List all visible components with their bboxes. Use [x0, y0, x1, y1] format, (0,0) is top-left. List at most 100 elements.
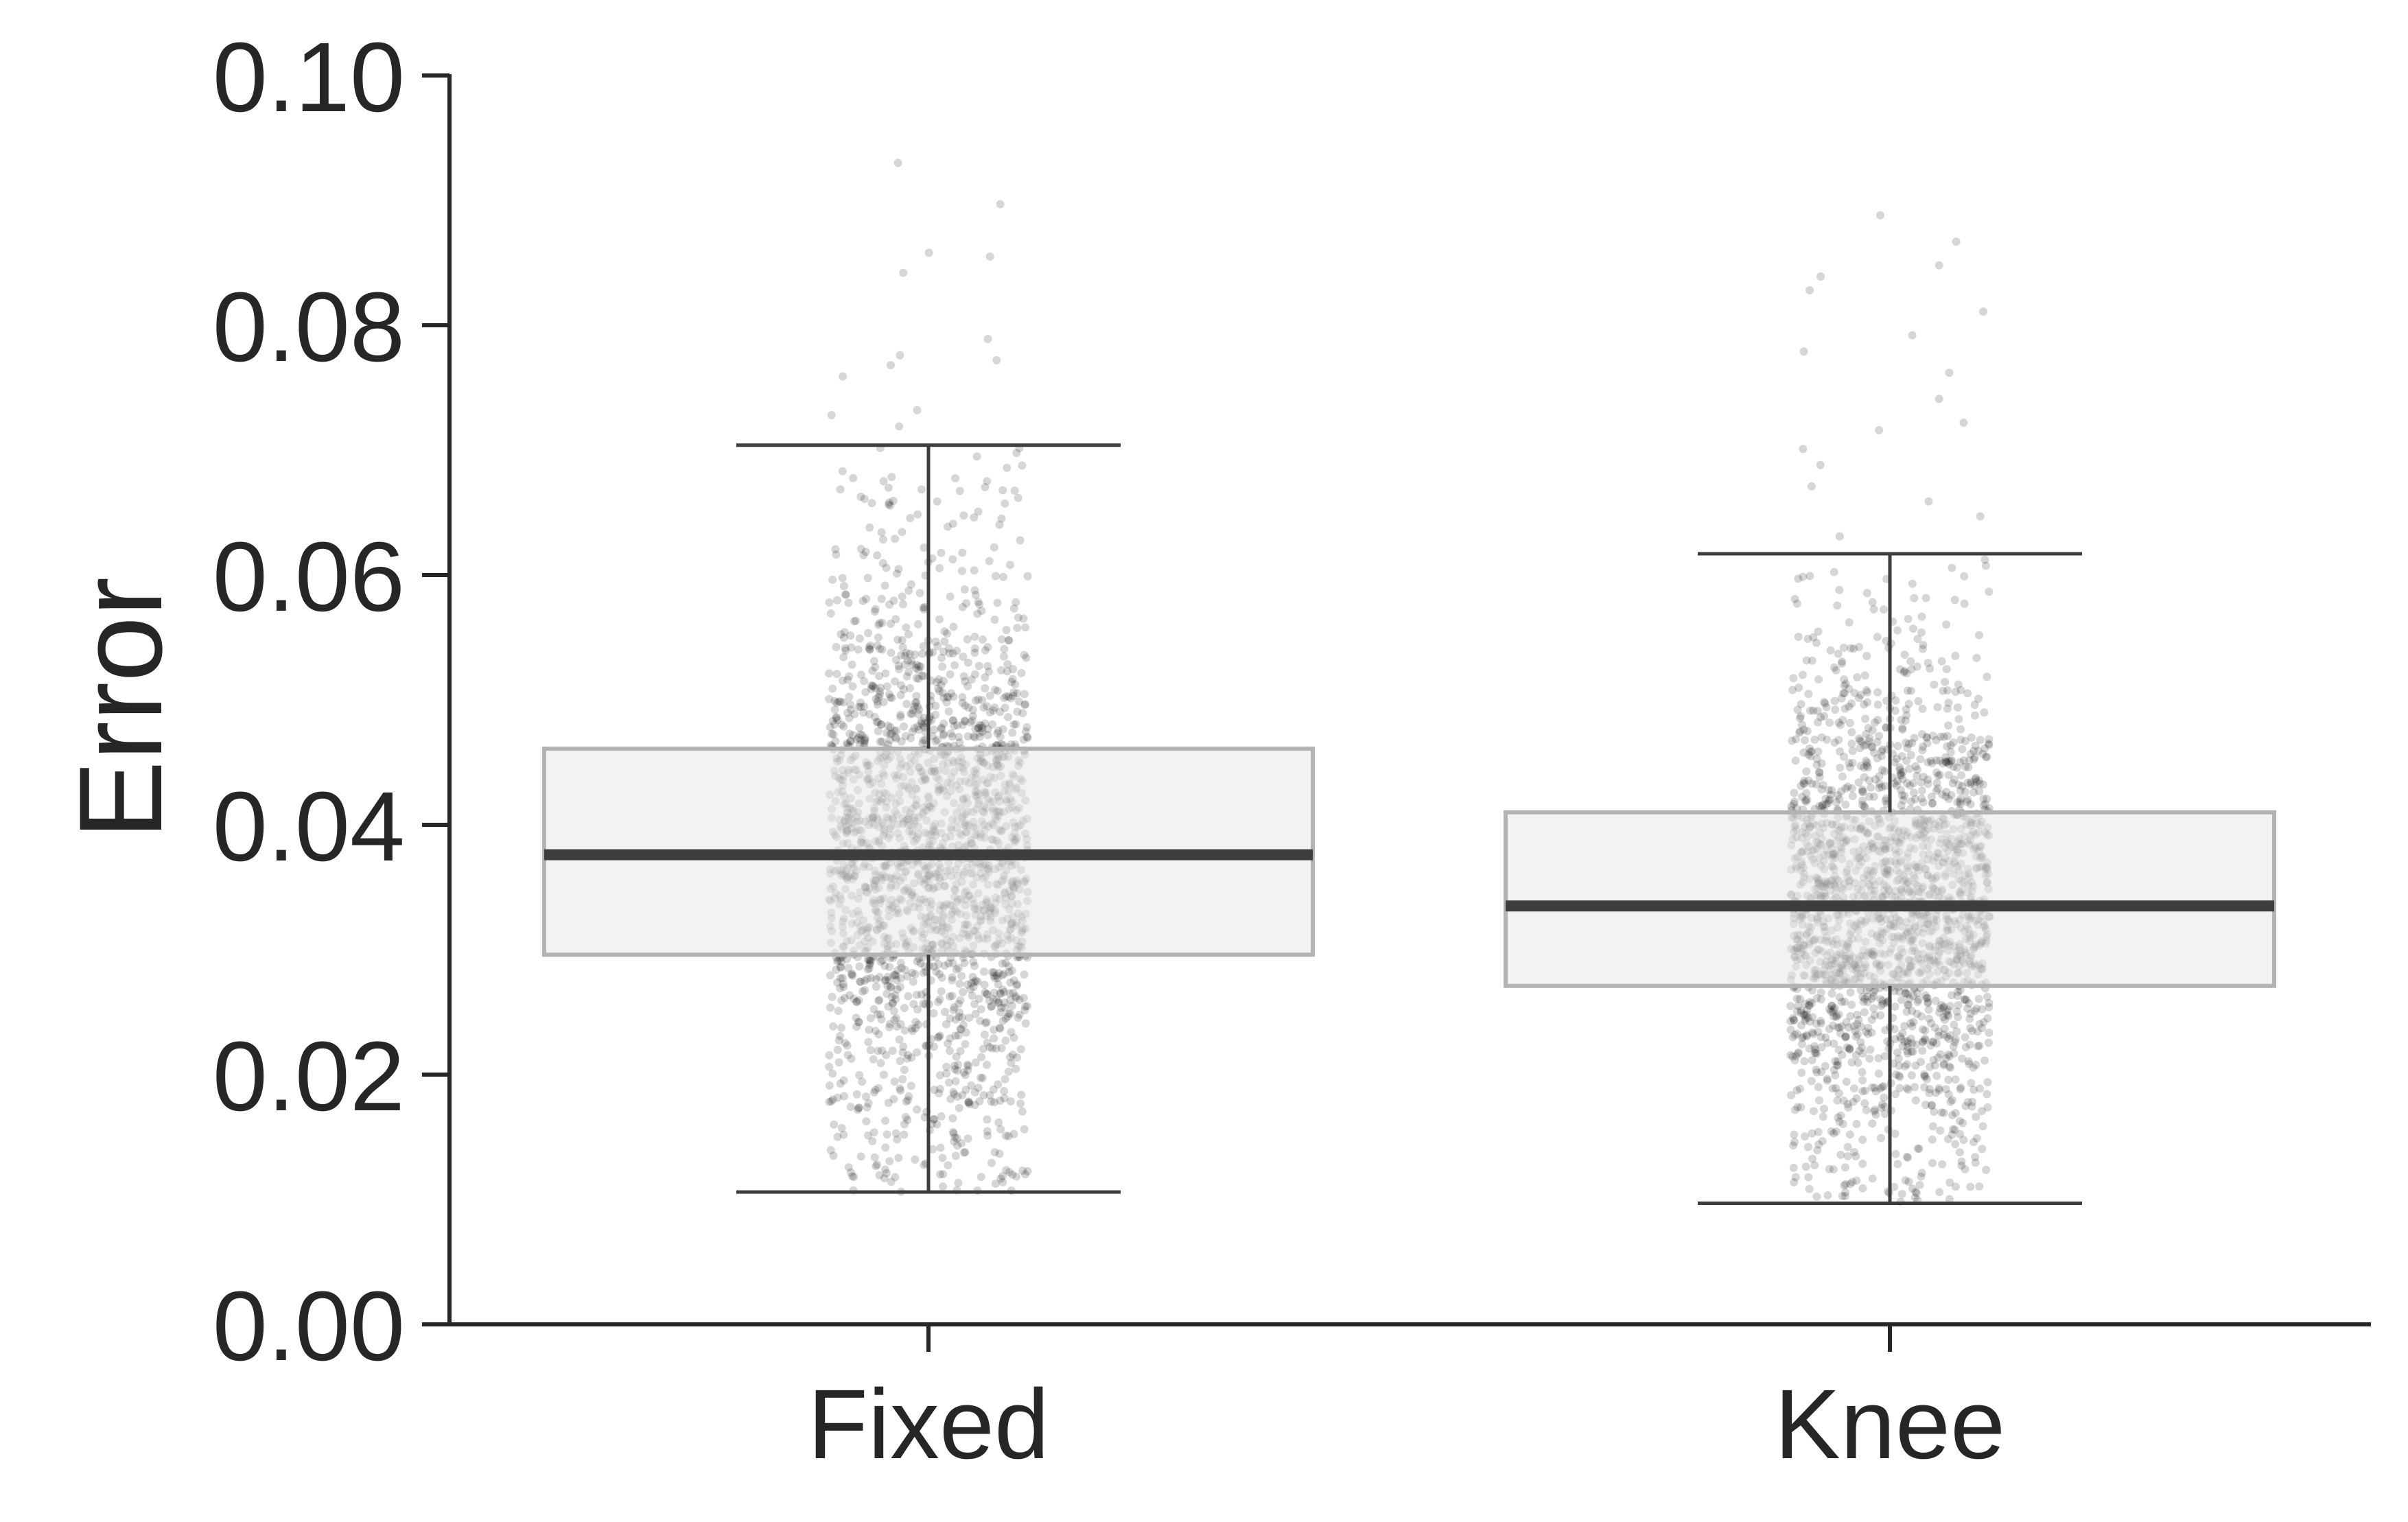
data-point: [1834, 649, 1843, 658]
data-point: [1797, 712, 1805, 721]
data-point: [829, 1022, 838, 1031]
data-point: [1806, 747, 1815, 756]
data-point: [1924, 775, 1932, 784]
data-point: [1840, 704, 1849, 713]
data-point: [1910, 734, 1919, 742]
data-point: [933, 642, 942, 651]
data-point: [1935, 756, 1944, 765]
data-point: [1927, 793, 1936, 801]
data-point: [1961, 736, 1969, 745]
data-point: [1908, 1007, 1917, 1016]
data-point: [1001, 1132, 1010, 1140]
outlier-point: [1945, 368, 1954, 377]
data-point: [1015, 996, 1024, 1004]
data-point: [1814, 1083, 1823, 1092]
data-point: [955, 979, 964, 988]
data-point: [1799, 748, 1808, 757]
data-point: [1798, 793, 1806, 801]
data-point: [1929, 1038, 1938, 1046]
data-point: [1792, 1029, 1801, 1038]
data-point: [1825, 718, 1834, 727]
data-point: [988, 1044, 997, 1053]
outlier-point: [1908, 331, 1917, 340]
data-point: [978, 1073, 987, 1082]
data-point: [863, 965, 872, 974]
data-point: [1943, 731, 1952, 740]
data-point: [1839, 644, 1848, 652]
data-point: [1841, 1032, 1850, 1041]
data-point: [919, 603, 928, 612]
data-point: [850, 617, 858, 626]
data-point: [931, 701, 940, 710]
data-point: [1966, 749, 1975, 758]
data-point: [1838, 772, 1847, 781]
data-point: [1001, 499, 1009, 508]
data-point: [955, 733, 963, 741]
data-point: [1944, 771, 1953, 780]
data-point: [1961, 995, 1969, 1004]
data-point: [908, 660, 917, 669]
data-point: [1944, 1011, 1953, 1020]
data-point: [865, 956, 874, 965]
data-point: [1805, 1017, 1814, 1026]
data-point: [1835, 585, 1844, 594]
data-point: [1937, 1108, 1946, 1117]
data-point: [1830, 1039, 1838, 1048]
data-point: [1000, 694, 1009, 702]
data-point: [887, 983, 896, 992]
data-point: [1812, 1019, 1821, 1028]
data-point: [1971, 741, 1980, 750]
data-point: [1896, 786, 1905, 795]
data-point: [971, 1009, 980, 1018]
data-point: [1811, 1049, 1820, 1057]
data-point: [1005, 962, 1013, 971]
data-point: [1966, 800, 1975, 808]
data-point: [877, 528, 886, 537]
data-point: [874, 1046, 882, 1055]
data-point: [913, 510, 922, 519]
data-point: [1847, 699, 1856, 708]
data-point: [1928, 1122, 1937, 1131]
data-point: [980, 981, 989, 990]
data-point: [1788, 1033, 1797, 1042]
data-point: [1939, 759, 1948, 768]
data-point: [1951, 1182, 1960, 1191]
data-point: [1004, 1009, 1013, 1018]
data-point: [1951, 651, 1960, 660]
data-point: [1914, 996, 1923, 1004]
data-point: [939, 1182, 947, 1191]
data-point: [979, 1044, 987, 1053]
data-point: [1007, 1028, 1016, 1037]
data-point: [1916, 755, 1925, 764]
data-point: [917, 717, 926, 726]
data-point: [841, 646, 850, 655]
data-point: [885, 963, 894, 972]
data-point: [933, 497, 942, 506]
data-point: [1873, 754, 1882, 762]
data-point: [1983, 753, 1991, 761]
data-point: [1945, 1195, 1954, 1204]
data-point: [1878, 1100, 1887, 1109]
data-point: [1862, 1105, 1871, 1114]
data-point: [1985, 740, 1994, 749]
data-point: [879, 1070, 888, 1079]
data-point: [1851, 1027, 1860, 1035]
data-point: [1865, 793, 1873, 801]
data-point: [1858, 796, 1867, 805]
data-point: [1970, 1007, 1979, 1016]
data-point: [829, 730, 838, 739]
data-point: [1935, 1008, 1944, 1017]
data-point: [880, 976, 889, 985]
data-point: [1840, 689, 1849, 698]
data-point: [1948, 563, 1956, 572]
data-point: [1815, 1096, 1823, 1105]
data-point: [950, 1062, 959, 1070]
data-point: [885, 600, 894, 609]
data-point: [885, 1020, 894, 1029]
data-point: [1980, 799, 1989, 808]
data-point: [888, 1046, 897, 1055]
data-point: [965, 1014, 974, 1022]
data-point: [1874, 1054, 1883, 1063]
data-point: [1958, 745, 1967, 753]
data-point: [1913, 662, 1921, 671]
